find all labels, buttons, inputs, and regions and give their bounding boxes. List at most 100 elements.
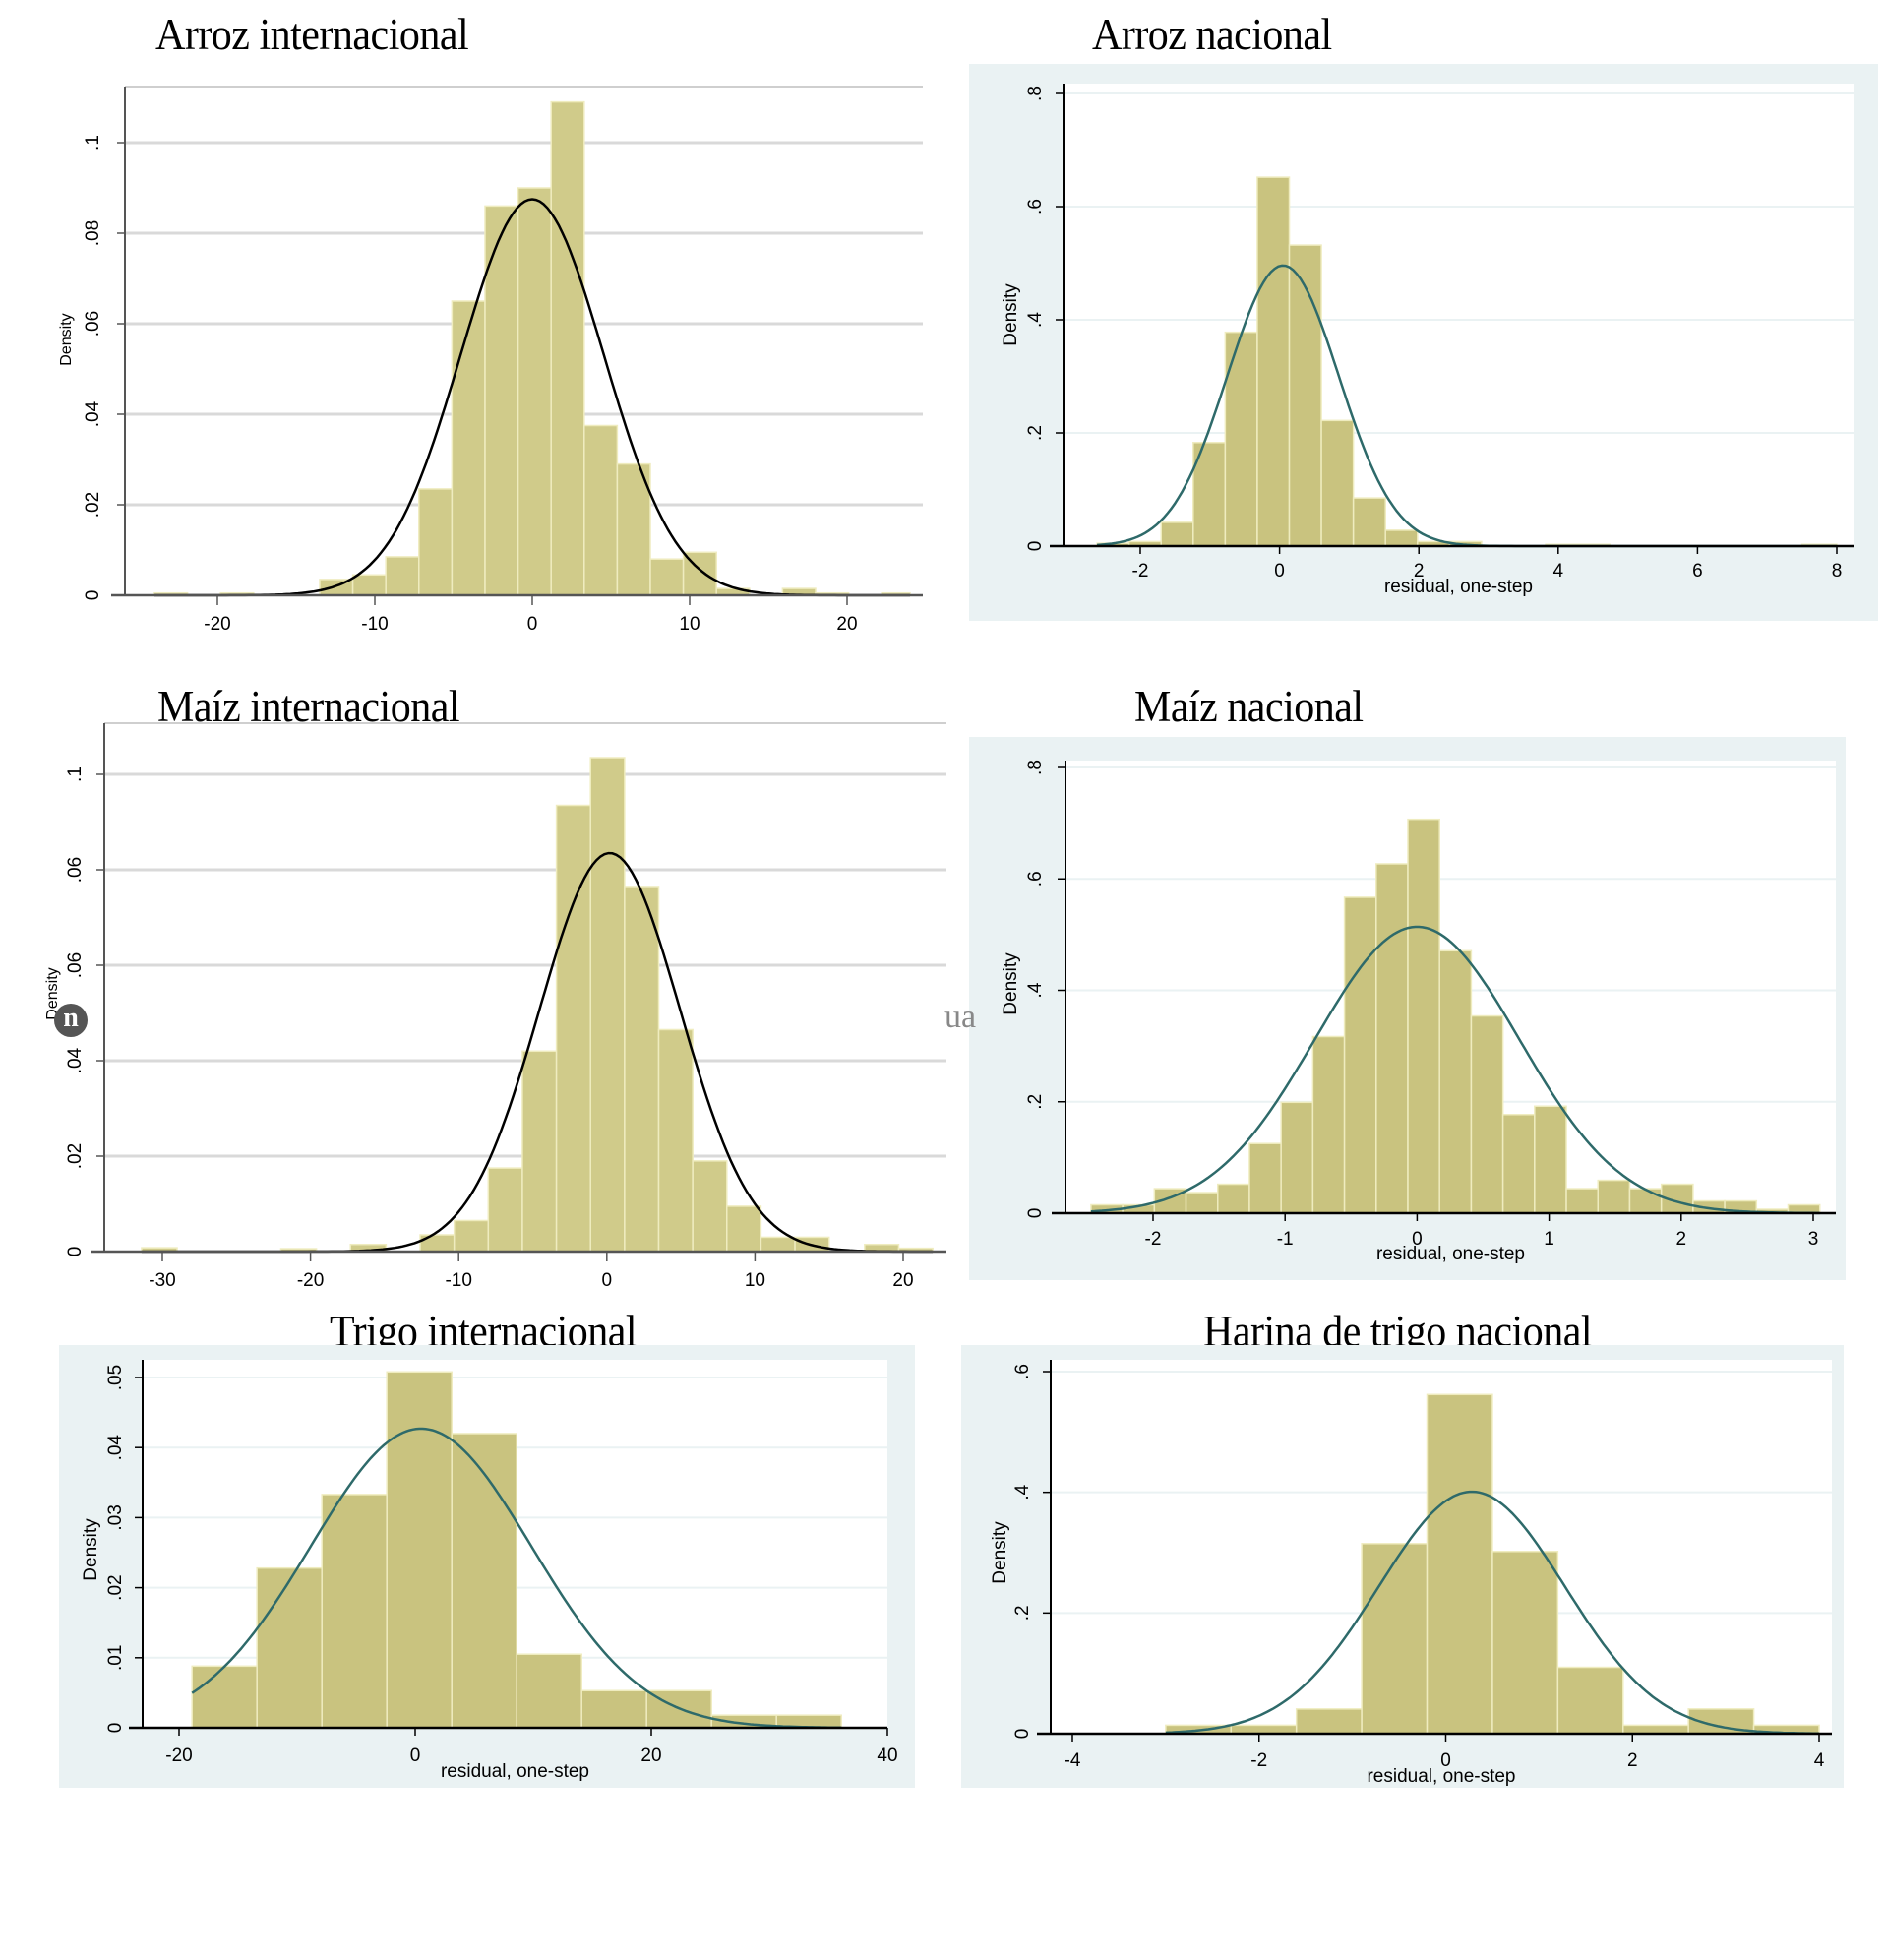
- x-tick-label: 8: [1832, 561, 1843, 582]
- y-tick-label: .6: [1025, 871, 1046, 887]
- x-tick-label: -1: [1277, 1229, 1294, 1250]
- y-tick-label: .04: [65, 1047, 86, 1073]
- histogram-bar: [1248, 1142, 1282, 1214]
- x-tick-label: 10: [679, 614, 700, 635]
- y-tick-label: .4: [1025, 312, 1046, 328]
- x-tick-label: -2: [1250, 1750, 1267, 1771]
- x-axis-title: residual, one-step: [441, 1761, 589, 1782]
- y-tick-label: 0: [1025, 541, 1046, 552]
- x-tick-label: -20: [204, 614, 230, 635]
- histogram-bar: [386, 1371, 453, 1729]
- y-tick-label: .8: [1025, 760, 1046, 775]
- histogram-bar: [521, 1050, 558, 1253]
- x-tick-label: 0: [1274, 561, 1285, 582]
- y-axis-title: Density: [990, 1521, 1010, 1584]
- y-tick-label: 0: [83, 590, 103, 601]
- normal-density-curve: [191, 1427, 842, 1730]
- y-tick-label: .6: [1012, 1364, 1033, 1379]
- x-tick-label: -4: [1065, 1750, 1081, 1771]
- histogram-bar: [1288, 244, 1322, 547]
- y-tick-label: .02: [105, 1574, 126, 1600]
- histogram-bar: [589, 757, 626, 1253]
- chart-arroz-nacional: 0 .2 .4 .6 .8 -2 0 2 4 6 8 Density residual, one-ste…: [1001, 84, 1854, 597]
- histogram-bar: [1622, 1724, 1689, 1735]
- x-tick-label: 3: [1808, 1229, 1819, 1250]
- histogram-bar: [1491, 1551, 1559, 1735]
- plot-area: [1064, 84, 1854, 546]
- y-tick-label: .2: [1012, 1605, 1033, 1621]
- x-tick-label: 1: [1544, 1229, 1554, 1250]
- x-tick-label: 4: [1553, 561, 1564, 582]
- x-tick-label: 0: [527, 614, 538, 635]
- x-axis-title: residual, one-step: [1376, 1244, 1525, 1264]
- histogram-bar: [1565, 1188, 1600, 1214]
- y-tick-label: .2: [1025, 1094, 1046, 1110]
- histogram-bar: [453, 1219, 490, 1253]
- histogram-bar: [1534, 1105, 1567, 1214]
- y-tick-label: .02: [65, 1143, 86, 1169]
- x-tick-label: 0: [602, 1270, 613, 1291]
- histogram-bar: [1438, 949, 1473, 1214]
- x-axis-title: residual, one-step: [1384, 577, 1533, 597]
- histogram-bar: [487, 1167, 523, 1253]
- chart-arroz-internacional: 0 .02 .04 .06 .08 .1 -20 -10 0 10 20 Density: [58, 86, 923, 635]
- histogram-bar: [451, 300, 486, 596]
- y-tick-label: .06: [83, 311, 103, 337]
- histogram-bar: [1295, 1708, 1363, 1735]
- y-tick-label: .05: [105, 1365, 126, 1390]
- x-tick-label: -20: [165, 1746, 192, 1766]
- y-tick-label: .04: [105, 1435, 126, 1461]
- histogram-bar: [1320, 419, 1355, 547]
- histogram-bar: [1407, 818, 1440, 1214]
- x-tick-label: 10: [745, 1270, 765, 1291]
- normal-density-curve: [1165, 1490, 1820, 1736]
- histogram-bar: [555, 804, 591, 1253]
- histogram-bar: [351, 574, 387, 596]
- x-axis-title: residual, one-step: [1367, 1766, 1515, 1787]
- x-tick-label: 0: [410, 1746, 421, 1766]
- x-tick-label: 2: [1414, 561, 1425, 582]
- chart-trigo-internacional: 0 .01 .02 .03 .04 .05 -20 0 20 40 Density residual,…: [81, 1360, 898, 1782]
- watermark-badge-icon: n: [54, 1004, 88, 1037]
- histogram-bar: [1311, 1035, 1346, 1214]
- histogram-bar: [580, 1689, 647, 1729]
- y-tick-label: .01: [105, 1645, 126, 1671]
- chart-title-arroz-nacional: Arroz nacional: [1092, 11, 1332, 60]
- chart-harina-de-trigo-nacional: 0 .2 .4 .6 -4 -2 0 2 4 Density residual, one-step: [990, 1360, 1832, 1787]
- histogram-bar: [1501, 1114, 1536, 1214]
- histogram-bar: [583, 424, 619, 596]
- x-tick-label: 20: [640, 1746, 661, 1766]
- histogram-bar: [256, 1566, 323, 1729]
- histogram-bar: [1280, 1101, 1314, 1214]
- x-tick-label: -2: [1145, 1229, 1162, 1250]
- histogram-bar: [1426, 1393, 1493, 1735]
- histogram-bar: [418, 488, 454, 596]
- x-tick-label: -10: [361, 614, 388, 635]
- watermark-text: ua: [944, 999, 977, 1035]
- x-tick-label: -10: [445, 1270, 471, 1291]
- y-tick-label: 0: [1025, 1208, 1046, 1219]
- histogram-bar: [760, 1236, 796, 1253]
- histogram-bar: [1217, 1183, 1250, 1214]
- y-tick-label: 0: [65, 1247, 86, 1257]
- histogram-bar: [1597, 1179, 1631, 1214]
- x-tick-label: 20: [836, 614, 857, 635]
- chart-title-arroz-internacional: Arroz internacional: [155, 11, 469, 60]
- y-tick-label: .04: [83, 400, 103, 427]
- histogram-bar: [1361, 1543, 1429, 1735]
- histogram-bar: [1343, 896, 1377, 1214]
- y-axis-title: Density: [1001, 283, 1021, 346]
- y-tick-label: 0: [1012, 1729, 1033, 1740]
- histogram-bar: [616, 462, 651, 596]
- y-tick-label: .4: [1025, 982, 1046, 998]
- y-tick-label: 0: [105, 1723, 126, 1734]
- histogram-bar: [1556, 1666, 1624, 1735]
- histogram-bar: [1470, 1014, 1504, 1214]
- y-tick-label: .03: [105, 1504, 126, 1530]
- y-axis-title: Density: [81, 1518, 101, 1581]
- histogram-bar: [726, 1205, 762, 1253]
- histogram-bar: [657, 1028, 694, 1253]
- histogram-bar: [385, 556, 420, 596]
- x-tick-label: 20: [892, 1270, 913, 1291]
